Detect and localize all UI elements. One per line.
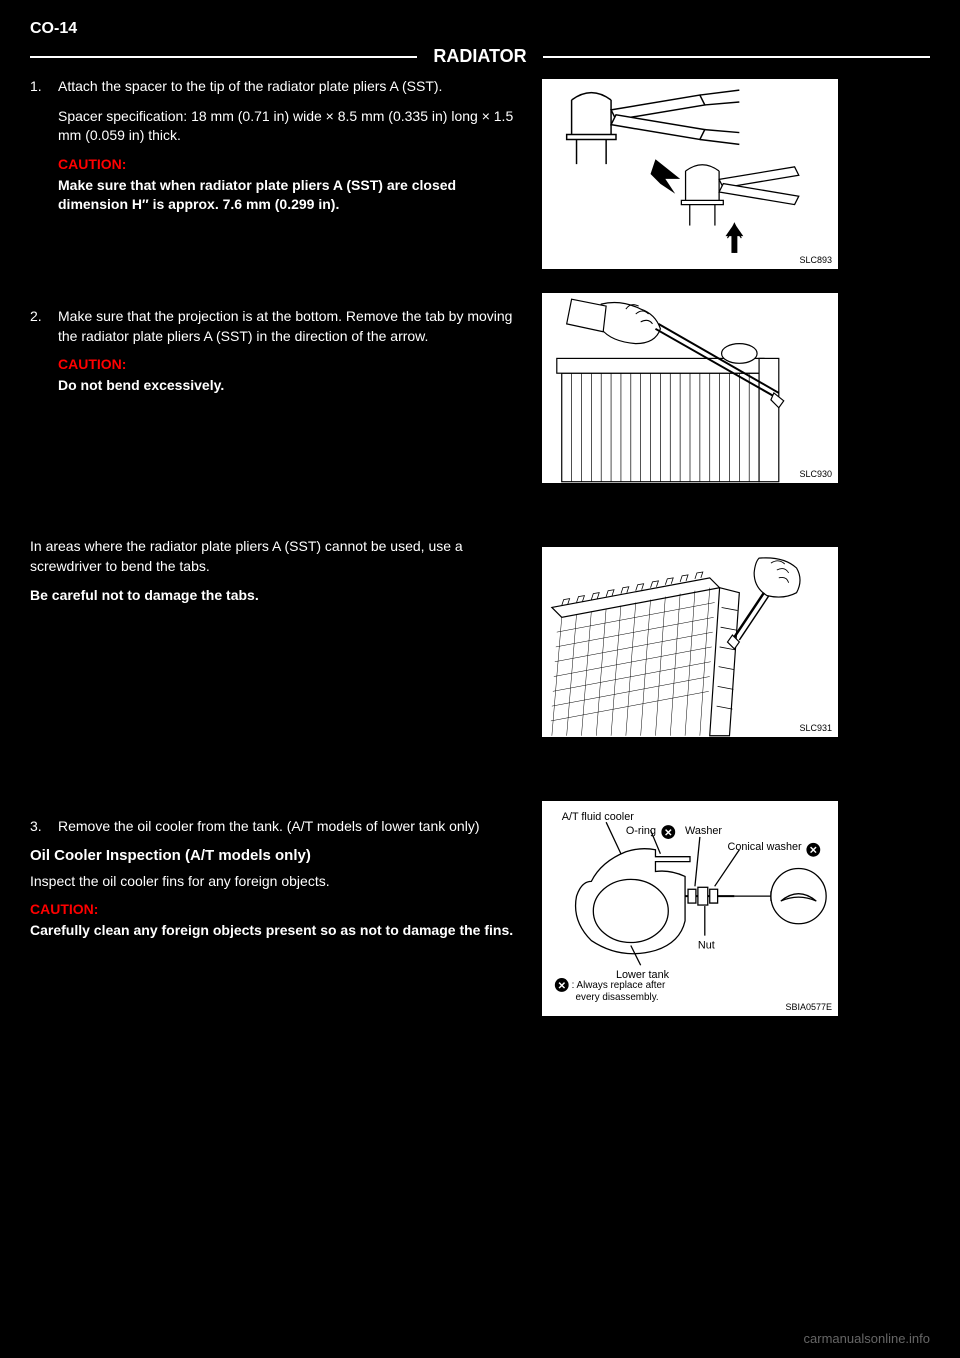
step-1b: Spacer specification: 18 mm (0.71 in) wi…: [58, 107, 520, 146]
step-2-text: Make sure that the projection is at the …: [58, 307, 520, 346]
spacer-1: [540, 505, 840, 545]
left-column: 1. Attach the spacer to the tip of the r…: [30, 77, 520, 1038]
step-1-num: 1.: [30, 77, 50, 97]
step-1-text: Attach the spacer to the tip of the radi…: [58, 77, 520, 97]
caution-2-label: CAUTION:: [58, 356, 520, 372]
step-3-num: 3.: [30, 817, 50, 837]
fig4-label-oring: O-ring: [626, 825, 656, 837]
step-1: 1. Attach the spacer to the tip of the r…: [30, 77, 520, 97]
header-line-right: [543, 56, 930, 58]
fig4-note2: every disassembly.: [576, 992, 659, 1003]
fig4-label-nut: Nut: [698, 939, 715, 951]
right-column: SLC893: [540, 77, 840, 1038]
header-line-left: [30, 56, 417, 58]
step-2: 2. Make sure that the projection is at t…: [30, 307, 520, 346]
block-step3: 3. Remove the oil cooler from the tank. …: [30, 817, 520, 941]
top-row: CO-14: [30, 20, 930, 38]
figure-2: SLC930: [540, 291, 840, 485]
svg-text:✕: ✕: [558, 981, 566, 992]
oil-cooler-caution-text: Carefully clean any foreign objects pres…: [30, 921, 520, 941]
figure-1-label: SLC893: [799, 255, 832, 265]
figure-4: ✕ ✕ ✕ A/T fluid cooler O-ring Washer Con…: [540, 799, 840, 1018]
fig4-label-conical: Conical washer: [727, 841, 802, 853]
page: CO-14 RADIATOR 1. Attach the spacer to t…: [0, 0, 960, 1358]
figure-1: SLC893: [540, 77, 840, 271]
corner-caution: Be careful not to damage the tabs.: [30, 586, 520, 606]
oil-cooler-inspect: Inspect the oil cooler fins for any fore…: [30, 872, 520, 892]
block-step1: 1. Attach the spacer to the tip of the r…: [30, 77, 520, 287]
figure-3-label: SLC931: [799, 723, 832, 733]
fig4-label-cooler: A/T fluid cooler: [562, 811, 635, 823]
oil-cooler-caution-label: CAUTION:: [30, 901, 520, 917]
caution-1-label: CAUTION:: [58, 156, 520, 172]
fig4-note1: : Always replace after: [572, 980, 666, 991]
figure-2-svg: [542, 293, 838, 483]
step-3: 3. Remove the oil cooler from the tank. …: [30, 817, 520, 837]
figure-3-svg: [542, 547, 838, 737]
figure-4-label: SBIA0577E: [785, 1002, 832, 1012]
svg-text:✕: ✕: [809, 846, 817, 857]
block-step2: 2. Make sure that the projection is at t…: [30, 307, 520, 517]
watermark: carmanualsonline.info: [804, 1331, 930, 1346]
figure-1-svg: [542, 79, 838, 269]
step-2-num: 2.: [30, 307, 50, 346]
page-number: CO-14: [30, 20, 77, 38]
block-corner: In areas where the radiator plate pliers…: [30, 537, 520, 797]
oil-cooler-heading: Oil Cooler Inspection (A/T models only): [30, 847, 520, 864]
figure-3: SLC931: [540, 545, 840, 739]
fig4-label-washer: Washer: [685, 825, 722, 837]
step-3-text: Remove the oil cooler from the tank. (A/…: [58, 817, 520, 837]
caution-1-text: Make sure that when radiator plate plier…: [58, 176, 520, 215]
figure-2-label: SLC930: [799, 469, 832, 479]
section-title: RADIATOR: [433, 46, 526, 67]
section-header: RADIATOR: [30, 46, 930, 67]
content-area: 1. Attach the spacer to the tip of the r…: [30, 77, 930, 1038]
corner-text: In areas where the radiator plate pliers…: [30, 537, 520, 576]
spacer-2: [540, 759, 840, 799]
svg-text:✕: ✕: [664, 828, 672, 839]
figure-4-svg: ✕ ✕ ✕ A/T fluid cooler O-ring Washer Con…: [542, 801, 838, 1016]
caution-2-text: Do not bend excessively.: [58, 376, 520, 396]
